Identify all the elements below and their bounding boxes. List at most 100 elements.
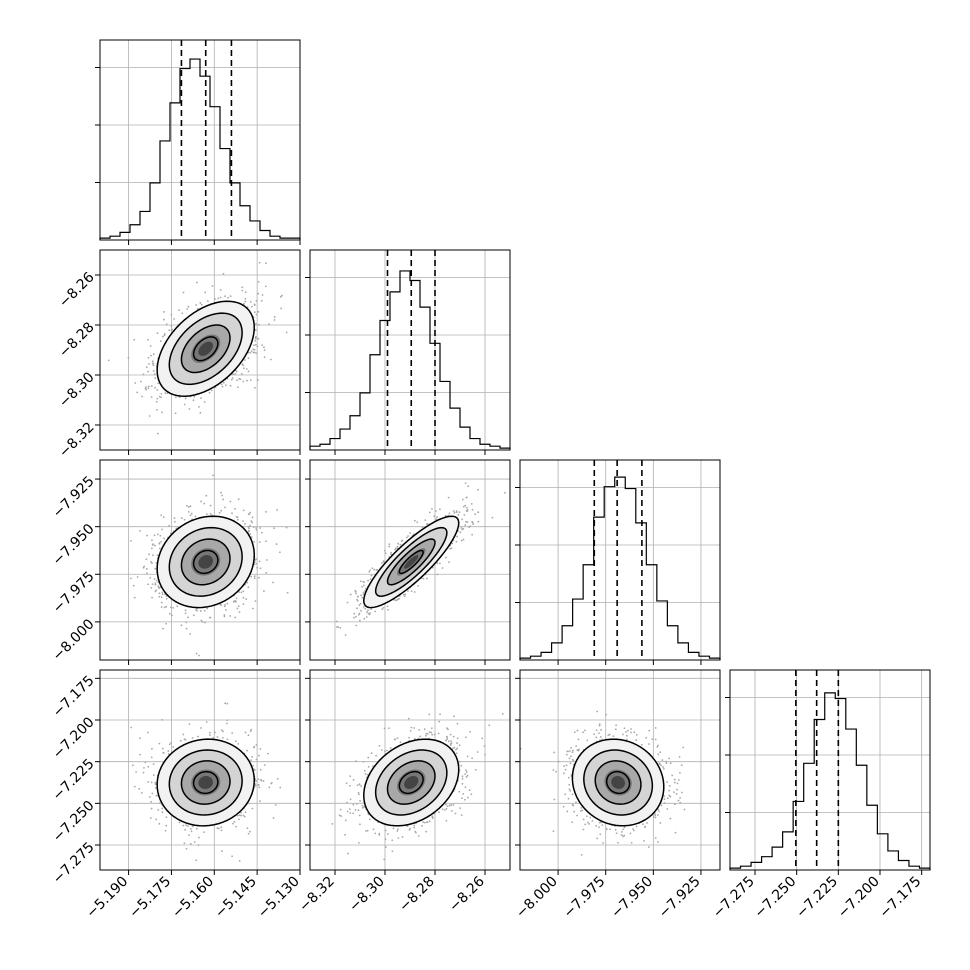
sample-point <box>366 611 368 613</box>
contour-line <box>571 738 665 827</box>
sample-point <box>220 383 223 386</box>
contour-line <box>168 526 243 597</box>
sample-point <box>568 783 571 786</box>
sample-point <box>150 354 152 357</box>
sample-point <box>396 598 399 601</box>
sample-point <box>567 776 570 779</box>
sample-point <box>654 814 657 817</box>
sample-point <box>557 760 560 763</box>
sample-point <box>189 505 192 508</box>
sample-point <box>413 737 416 740</box>
sample-point <box>354 808 357 811</box>
sample-point <box>160 606 163 608</box>
sample-point <box>150 756 153 759</box>
sample-point <box>258 560 261 563</box>
sample-point <box>356 599 359 602</box>
sample-point <box>244 523 246 525</box>
sample-point <box>236 518 239 521</box>
histogram-step <box>99 58 301 240</box>
sample-point <box>195 609 197 611</box>
sample-point <box>254 558 257 561</box>
sample-point <box>224 295 227 298</box>
sample-point <box>171 614 173 617</box>
sample-point <box>211 285 214 287</box>
sample-point <box>199 302 202 304</box>
contour-line <box>605 770 631 795</box>
sample-point <box>263 764 266 766</box>
sample-point <box>182 291 185 294</box>
sample-point <box>165 605 168 608</box>
sample-point <box>472 523 475 526</box>
sample-point <box>147 583 150 586</box>
sample-point <box>192 399 195 402</box>
sample-point <box>359 602 362 605</box>
sample-point <box>254 785 257 787</box>
sample-point <box>195 304 198 306</box>
sample-point <box>265 559 268 561</box>
sample-point <box>251 521 254 524</box>
sample-point <box>154 377 157 380</box>
sample-point <box>250 759 252 762</box>
sample-point <box>156 397 159 400</box>
sample-point <box>369 818 371 821</box>
sample-point <box>263 346 265 349</box>
sample-point <box>244 811 247 814</box>
sample-point <box>565 753 568 756</box>
panel-frame <box>309 249 511 451</box>
sample-point <box>567 750 569 753</box>
sample-point <box>232 822 234 825</box>
sample-point <box>254 329 257 332</box>
sample-point <box>156 533 159 536</box>
sample-point <box>349 784 351 787</box>
sample-point <box>199 610 202 612</box>
sample-point <box>669 817 672 820</box>
sample-point <box>240 591 243 594</box>
sample-point <box>582 818 585 821</box>
sample-point <box>656 814 659 816</box>
sample-point <box>360 594 362 597</box>
sample-point <box>216 827 219 829</box>
sample-point <box>433 515 436 518</box>
sample-point <box>569 762 572 765</box>
sample-point <box>360 609 362 612</box>
sample-point <box>158 542 161 545</box>
sample-point <box>400 540 403 543</box>
sample-point <box>221 730 224 733</box>
sample-point <box>349 798 352 801</box>
sample-point <box>352 803 355 806</box>
sample-point <box>219 288 222 291</box>
sample-point <box>625 731 627 733</box>
sample-point <box>180 624 183 627</box>
sample-point <box>359 580 362 583</box>
sample-point <box>203 831 205 833</box>
sample-point <box>155 400 158 403</box>
x-tick-label: −8.28 <box>396 874 438 916</box>
sample-point <box>252 344 255 347</box>
sample-point <box>465 506 468 509</box>
sample-point <box>151 562 153 565</box>
sample-point <box>609 828 612 831</box>
sample-point <box>599 736 602 738</box>
sample-point <box>568 757 571 760</box>
sample-point <box>220 491 222 494</box>
sample-point <box>209 504 212 507</box>
sample-point <box>192 614 195 617</box>
sample-point <box>131 764 134 767</box>
sample-point <box>146 534 148 537</box>
sample-point <box>238 377 240 380</box>
sample-point <box>276 509 278 511</box>
sample-point <box>394 738 397 741</box>
sample-point <box>382 606 385 609</box>
sample-point <box>133 785 136 788</box>
sample-point <box>142 771 145 774</box>
contour-line <box>180 538 231 586</box>
sample-point <box>242 520 244 523</box>
sample-point <box>615 832 618 835</box>
sample-point <box>424 734 427 737</box>
sample-point <box>179 739 182 742</box>
sample-point <box>209 616 212 619</box>
sample-point <box>241 289 244 292</box>
sample-point <box>273 527 276 530</box>
contour-line <box>374 749 448 816</box>
sample-point <box>168 329 171 332</box>
